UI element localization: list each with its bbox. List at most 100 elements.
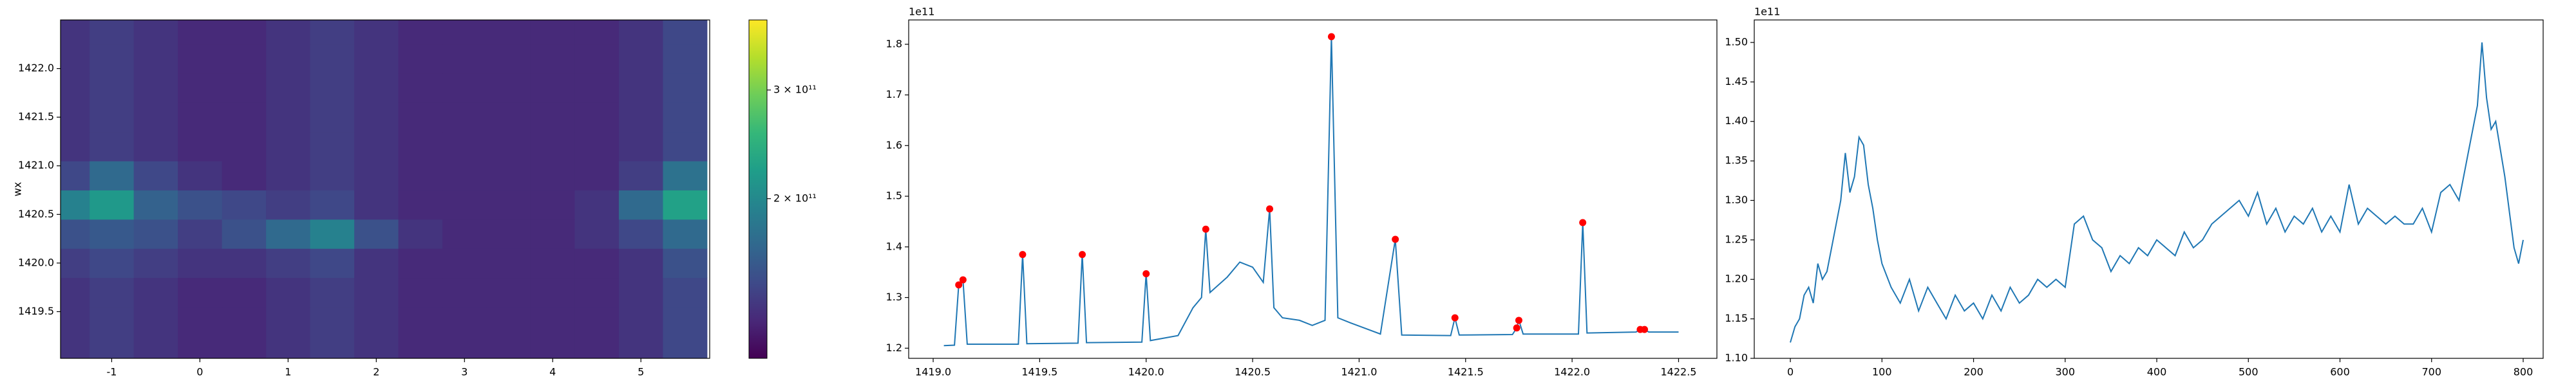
heatmap-cell <box>442 20 487 45</box>
heatmap-cell <box>530 102 575 133</box>
heatmap-cell <box>266 131 311 161</box>
heatmap-cell <box>310 161 355 191</box>
x-tick-label: 4 <box>549 366 556 378</box>
heatmap-cell <box>61 190 90 220</box>
heatmap-cell <box>178 336 223 358</box>
heatmap-cell <box>222 277 267 308</box>
heatmap-cell <box>442 306 487 336</box>
heatmap-cell <box>618 306 663 336</box>
heatmap-cell <box>90 219 135 249</box>
heatmap-cell <box>442 73 487 103</box>
heatmap-cell <box>663 73 708 103</box>
heatmap-cell <box>618 190 663 220</box>
heatmap-cell <box>530 44 575 74</box>
heatmap-cell <box>133 277 178 308</box>
x-tick-label: 2 <box>373 366 379 378</box>
heatmap-cell <box>618 161 663 191</box>
heatmap-cell <box>90 161 135 191</box>
heatmap-cell <box>486 219 531 249</box>
heatmap-cell <box>398 336 443 358</box>
x-tick-label: 1420.5 <box>1235 366 1271 378</box>
heatmap-cell <box>486 190 531 220</box>
y-tick-label: 1.35 <box>1725 154 1748 167</box>
heatmap-cell <box>266 336 311 358</box>
heatmap-cell <box>222 190 267 220</box>
heatmap-cell <box>310 306 355 336</box>
heatmap-cell <box>310 248 355 279</box>
peak-marker <box>1327 33 1335 41</box>
heatmap-cell <box>222 248 267 279</box>
y-tick-label: 1421.0 <box>18 159 54 171</box>
heatmap-cell <box>663 190 708 220</box>
heatmap-cell <box>133 131 178 161</box>
y-tick-label: 1.7 <box>886 88 902 100</box>
offset-text: 1e11 <box>1754 6 1780 18</box>
heatmap-cell <box>574 219 620 249</box>
heatmap-cell <box>663 161 708 191</box>
y-tick-label: 1.5 <box>886 190 902 202</box>
heatmap-cell <box>663 102 708 133</box>
heatmap-cell <box>310 44 355 74</box>
heatmap-cell <box>61 44 90 74</box>
peak-marker <box>1513 324 1520 332</box>
heatmap-cell <box>398 73 443 103</box>
peak-marker <box>955 281 963 289</box>
axes-frame <box>60 19 710 359</box>
heatmap-cell <box>354 219 399 249</box>
heatmap-cell <box>178 277 223 308</box>
heatmap-cell <box>61 73 90 103</box>
heatmap-cell <box>486 306 531 336</box>
heatmap-cell <box>61 131 90 161</box>
heatmap-cell <box>61 161 90 191</box>
heatmap-cell <box>133 161 178 191</box>
heatmap-cell <box>663 336 708 358</box>
heatmap-cell <box>442 336 487 358</box>
heatmap-cell <box>354 102 399 133</box>
heatmap-cell <box>90 131 135 161</box>
heatmap-cell <box>574 73 620 103</box>
heatmap-cell <box>178 20 223 45</box>
y-tick-label: 1419.5 <box>18 305 54 317</box>
heatmap-cell <box>310 20 355 45</box>
heatmap-cell <box>663 219 708 249</box>
heatmap-cell <box>310 73 355 103</box>
y-tick-label: 1.20 <box>1725 273 1748 285</box>
heatmap-cell <box>574 336 620 358</box>
x-tick-label: 1421.5 <box>1448 366 1484 378</box>
heatmap-cell <box>266 277 311 308</box>
x-tick-label: 200 <box>1964 366 1984 378</box>
x-tick-label: 0 <box>196 366 203 378</box>
heatmap-cell <box>178 248 223 279</box>
heatmap-cell <box>178 131 223 161</box>
peak-marker <box>1515 317 1522 324</box>
heatmap-cell <box>574 20 620 45</box>
heatmap-cell <box>618 336 663 358</box>
heatmap-cell <box>618 277 663 308</box>
heatmap-cell <box>486 102 531 133</box>
heatmap-cell <box>354 131 399 161</box>
x-tick-label: 5 <box>638 366 644 378</box>
heatmap-cell <box>354 20 399 45</box>
heatmap-cell <box>266 44 311 74</box>
heatmap-cell <box>133 248 178 279</box>
heatmap-cell <box>574 277 620 308</box>
heatmap-cell <box>178 44 223 74</box>
heatmap-cell <box>354 190 399 220</box>
heatmap-cell <box>133 20 178 45</box>
y-tick-label: 1.30 <box>1725 194 1748 206</box>
heatmap-cell <box>398 277 443 308</box>
heatmap-cell <box>222 102 267 133</box>
heatmap-cell <box>133 102 178 133</box>
x-tick-label: 800 <box>2514 366 2533 378</box>
heatmap-cell <box>61 336 90 358</box>
heatmap-cell <box>266 219 311 249</box>
heatmap-cell <box>618 20 663 45</box>
x-tick-label: 700 <box>2421 366 2441 378</box>
x-tick-label: 400 <box>2147 366 2167 378</box>
heatmap-cell <box>266 161 311 191</box>
heatmap-cell <box>61 219 90 249</box>
peak-marker <box>959 276 967 284</box>
heatmap-cell <box>178 190 223 220</box>
